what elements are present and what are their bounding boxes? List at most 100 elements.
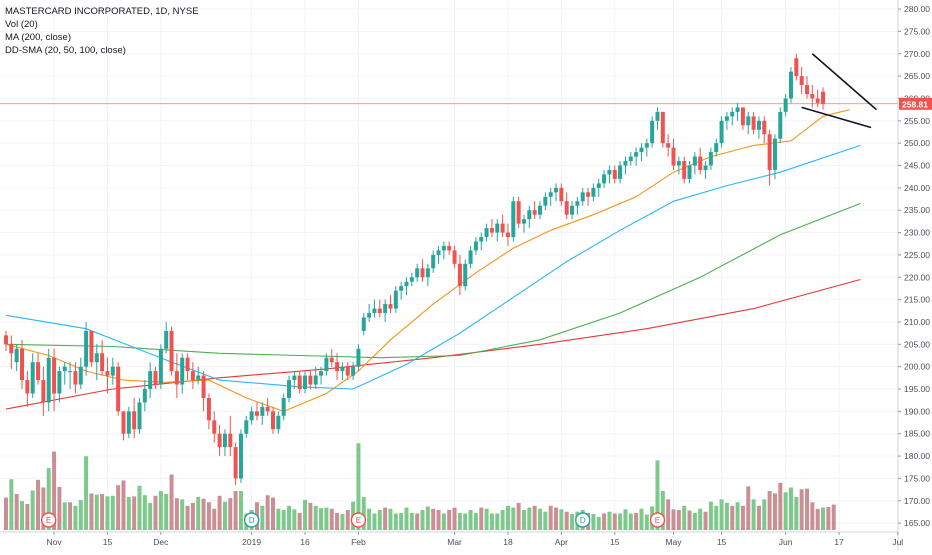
volume-bar — [821, 507, 826, 530]
volume-bar — [399, 512, 404, 530]
candle-body — [228, 433, 233, 448]
volume-bar — [735, 502, 740, 530]
candle — [313, 366, 318, 390]
price-axis-label: 275.00 — [904, 26, 930, 36]
candle — [436, 245, 441, 264]
volume-bar — [495, 513, 500, 530]
candle — [153, 366, 158, 390]
candle — [254, 402, 259, 421]
candle-body — [468, 250, 473, 264]
candle — [174, 353, 179, 398]
price-axis-label: 250.00 — [904, 138, 930, 148]
candle-body — [799, 76, 804, 86]
time-axis-label: Jul — [892, 537, 903, 547]
price-axis-label: 235.00 — [904, 205, 930, 215]
candle — [201, 371, 206, 412]
candle — [431, 250, 436, 273]
wedge-lower-line — [801, 106, 872, 129]
volume-bar — [457, 512, 462, 530]
candle — [660, 111, 665, 148]
wedge-upper-line — [811, 53, 877, 111]
volume-bar — [404, 507, 409, 530]
candle-body — [436, 250, 441, 255]
candle-body — [457, 263, 462, 287]
candle-body — [367, 313, 372, 318]
candle — [46, 348, 51, 412]
price-axis-label: 210.00 — [904, 317, 930, 327]
candle — [345, 362, 350, 381]
price-axis-label: 200.00 — [904, 362, 930, 372]
volume-bar — [308, 502, 313, 530]
candle — [628, 152, 633, 166]
candle-body — [388, 304, 393, 309]
candle-body — [473, 241, 478, 251]
candle-body — [527, 210, 532, 220]
volume-bar — [596, 517, 601, 530]
candle — [164, 321, 169, 354]
candle — [676, 156, 681, 175]
volume-bar — [762, 499, 767, 530]
volume-bar — [68, 502, 73, 530]
candle-body — [14, 348, 19, 363]
volume-bar — [287, 505, 292, 530]
price-axis-label: 245.00 — [904, 161, 930, 171]
candle — [538, 201, 542, 220]
volume-bar — [714, 505, 719, 530]
candle — [756, 116, 761, 139]
candle-body — [329, 357, 334, 363]
price-axis-label: 205.00 — [904, 339, 930, 349]
candle — [110, 357, 115, 385]
candle-body — [570, 205, 575, 215]
candle-body — [815, 98, 820, 103]
price-axis-label: 195.00 — [904, 384, 930, 394]
time-axis-label: May — [665, 537, 682, 547]
volume-bar — [746, 486, 751, 530]
candle-body — [180, 357, 185, 385]
candle — [196, 366, 201, 385]
candle-body — [628, 156, 633, 162]
event-marker-label: E — [356, 516, 361, 525]
candle — [148, 362, 153, 398]
candle-body — [132, 411, 137, 430]
volume-bar — [441, 513, 446, 530]
price-axis: 165.00 170.00 175.00 180.00 185.00 190.00 195.… — [897, 0, 930, 550]
volume-bar — [126, 496, 131, 530]
candle — [68, 362, 73, 390]
sma100-line — [5, 202, 861, 359]
volume-bar — [479, 507, 484, 530]
candle-body — [511, 201, 516, 238]
candle — [682, 156, 687, 184]
candle — [361, 313, 366, 336]
candle — [14, 344, 19, 372]
time-axis-label: Apr — [555, 537, 568, 547]
volume-bar — [137, 485, 142, 530]
candle — [372, 299, 377, 318]
volume-bar — [196, 496, 201, 530]
event-marker-label: D — [249, 516, 255, 525]
volume-bar — [500, 509, 505, 530]
candle-body — [340, 366, 345, 372]
candle-body — [559, 187, 564, 202]
candle-body — [591, 187, 596, 197]
volume-bar — [132, 496, 137, 530]
candle — [244, 415, 249, 439]
volume-bar — [153, 495, 158, 530]
time-axis: Nov 15 Dec 2019 16 Feb Mar 18 Apr 15 May 15 Jun 17 Jul — [0, 531, 903, 547]
candle — [73, 362, 78, 394]
candle-body — [650, 120, 655, 144]
volume-bar — [190, 502, 195, 530]
volume-bar — [271, 497, 275, 530]
volume-bar — [570, 514, 575, 530]
candle — [329, 348, 334, 367]
candle — [634, 147, 639, 166]
volume-bar — [201, 498, 206, 530]
volume-bar — [89, 493, 94, 530]
candle-body — [57, 371, 62, 394]
candle — [548, 187, 553, 206]
volume-bar — [559, 509, 564, 530]
candle-body — [308, 375, 313, 385]
volume-bar — [767, 491, 772, 530]
candle — [324, 353, 329, 376]
volume-bar — [554, 507, 559, 530]
